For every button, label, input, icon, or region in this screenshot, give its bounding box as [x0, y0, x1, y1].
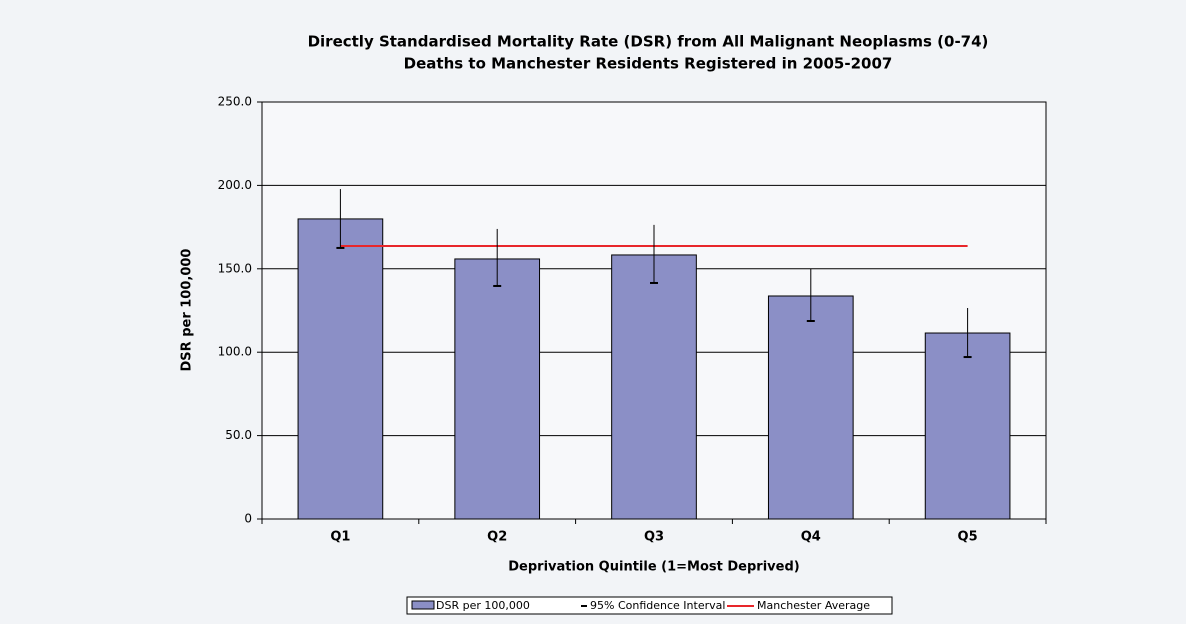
y-tick-label: 0	[244, 512, 252, 526]
legend-box	[406, 596, 893, 615]
bar	[611, 254, 697, 520]
legend-label: 95% Confidence Interval	[590, 599, 725, 612]
y-tick-label: 50.0	[225, 428, 252, 442]
x-axis-label: Deprivation Quintile (1=Most Deprived)	[508, 560, 799, 575]
legend-label: DSR per 100,000	[436, 599, 530, 612]
bar	[924, 332, 1011, 520]
x-tick-label: Q1	[330, 530, 350, 545]
legend-label: Manchester Average	[757, 599, 870, 612]
legend-swatch	[411, 600, 435, 610]
y-tick-label: 200.0	[218, 178, 252, 192]
y-tick-label: 100.0	[218, 345, 252, 359]
bar	[297, 218, 384, 520]
y-axis-label: DSR per 100,000	[180, 249, 195, 372]
x-tick-label: Q5	[958, 530, 978, 545]
chart-title: Directly Standardised Mortality Rate (DS…	[308, 33, 989, 51]
x-tick-label: Q3	[644, 530, 664, 545]
bar	[767, 295, 854, 520]
bar	[454, 258, 541, 520]
y-tick-label: 250.0	[218, 95, 252, 109]
x-tick-label: Q2	[487, 530, 507, 545]
x-tick-label: Q4	[801, 530, 821, 545]
y-tick-label: 150.0	[218, 261, 252, 275]
chart-subtitle: Deaths to Manchester Residents Registere…	[404, 55, 893, 73]
